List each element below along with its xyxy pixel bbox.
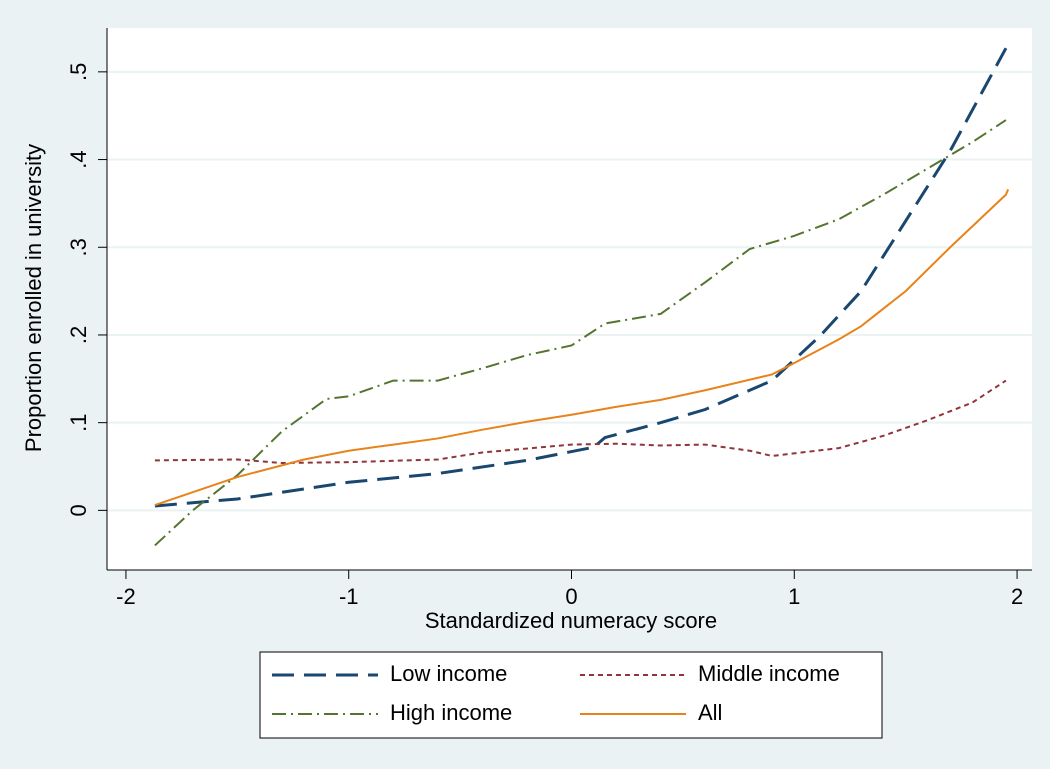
legend-box [259,651,883,739]
legend-label: Middle income [698,661,840,686]
y-tick-label: .5 [66,63,91,81]
x-tick-label: -2 [116,584,136,609]
x-tick-label: 1 [788,584,800,609]
series-line [154,47,1008,508]
legend-label: Low income [390,661,507,686]
x-tick-label: -1 [339,584,359,609]
x-tick-label: 0 [565,584,577,609]
legend-label: All [698,700,722,725]
y-tick-label: .1 [66,413,91,431]
y-tick-label: .2 [66,326,91,344]
series-line [154,188,1010,507]
plot-area [107,28,1032,570]
y-tick-label: 0 [66,504,91,516]
y-axis-title: Proportion enrolled in university [21,144,46,452]
legend-label: High income [390,700,512,725]
y-tick-label: .3 [66,238,91,256]
x-tick-label: 2 [1011,584,1023,609]
series-line [154,119,1007,547]
series-line [154,379,1007,465]
x-axis-title: Standardized numeracy score [425,608,717,633]
y-tick-label: .4 [66,150,91,168]
